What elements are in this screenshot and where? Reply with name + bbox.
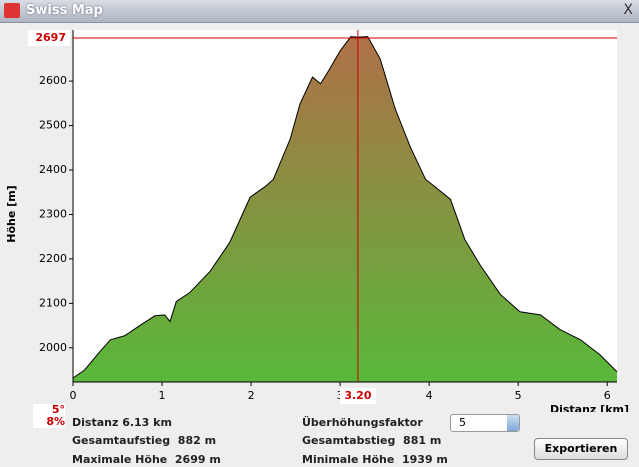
distance: Distanz 6.13 km <box>72 416 172 429</box>
window-title: Swiss Map <box>26 3 103 18</box>
exaggeration-spinner[interactable]: 5 <box>450 414 520 432</box>
y-tick-label: 2600 <box>39 74 67 87</box>
y-tick-label: 2400 <box>39 163 67 176</box>
spinner-arrows[interactable] <box>507 415 519 431</box>
x-tick-label: 6 <box>604 389 611 402</box>
close-button[interactable]: X <box>623 2 633 18</box>
elevation-line <box>72 36 618 379</box>
x-tick-label: 2 <box>248 389 255 402</box>
y-tick-label: 2000 <box>39 341 67 354</box>
cursor-x-label: 3.20 <box>344 389 371 402</box>
y-tick-label: 2300 <box>39 207 67 220</box>
x-tick-label: 5 <box>515 389 522 402</box>
max-height: Maximale Höhe 2699 m <box>72 453 221 466</box>
y-tick-label: 2100 <box>39 296 67 309</box>
slope-box: 5° 8% <box>33 404 65 428</box>
export-button[interactable]: Exportieren <box>534 438 628 460</box>
descent: Gesamtabstieg 881 m <box>302 434 442 447</box>
y-tick-label: 2200 <box>39 252 67 265</box>
app-icon <box>4 3 20 18</box>
slope-degrees: 5° <box>51 403 65 416</box>
x-tick-label: 0 <box>70 389 77 402</box>
cursor-y-label: 2697 <box>35 31 66 44</box>
x-tick-label: 1 <box>159 389 166 402</box>
ascent: Gesamtaufstieg 882 m <box>72 434 217 447</box>
elevation-area <box>73 36 617 383</box>
cursor-y-box <box>28 30 70 46</box>
y-axis-label: Höhe [m] <box>5 185 18 242</box>
exaggeration-label: Überhöhungsfaktor <box>302 416 423 429</box>
title-bar: Swiss Map X <box>0 0 639 23</box>
slope-percent: 8% <box>46 415 65 428</box>
spinner-value: 5 <box>459 416 466 429</box>
y-tick-label: 2500 <box>39 119 67 132</box>
x-tick-label: 4 <box>426 389 433 402</box>
min-height: Minimale Höhe 1939 m <box>302 453 448 466</box>
chart: Höhe [m] Distanz [km] 200021002200230024… <box>5 30 629 412</box>
x-axis-label: Distanz [km] <box>550 403 629 412</box>
cursor-x-box <box>339 388 376 404</box>
